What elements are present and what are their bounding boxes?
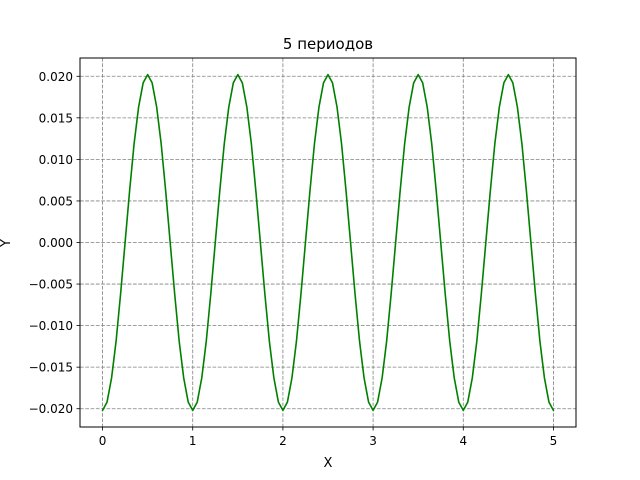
series-line bbox=[101, 73, 555, 412]
y-axis-ticks: −0.020 −0.015 −0.010 −0.005 0.000 0.005 0.010 0… bbox=[29, 70, 80, 416]
chart-title: 5 периодов bbox=[283, 35, 373, 53]
series-layer bbox=[101, 73, 555, 412]
x-tick-label: 5 bbox=[550, 434, 558, 448]
y-tick-label: −0.020 bbox=[29, 402, 73, 416]
x-tick-label: 4 bbox=[459, 434, 467, 448]
x-axis-label: X bbox=[324, 456, 333, 471]
y-tick-label: 0.010 bbox=[39, 153, 73, 167]
y-axis-label: Y bbox=[0, 239, 14, 248]
y-tick-label: −0.005 bbox=[29, 278, 73, 292]
y-tick-label: −0.015 bbox=[29, 361, 73, 375]
y-tick-label: 0.020 bbox=[39, 70, 73, 84]
x-tick-label: 3 bbox=[369, 434, 377, 448]
x-axis-ticks: 0 1 2 3 4 5 bbox=[99, 427, 558, 448]
x-tick-label: 0 bbox=[99, 434, 107, 448]
y-tick-label: −0.010 bbox=[29, 319, 73, 333]
x-tick-label: 2 bbox=[279, 434, 287, 448]
y-tick-label: 0.005 bbox=[39, 194, 73, 208]
x-tick-label: 1 bbox=[189, 434, 197, 448]
y-tick-label: 0.000 bbox=[39, 236, 73, 250]
y-tick-label: 0.015 bbox=[39, 111, 73, 125]
